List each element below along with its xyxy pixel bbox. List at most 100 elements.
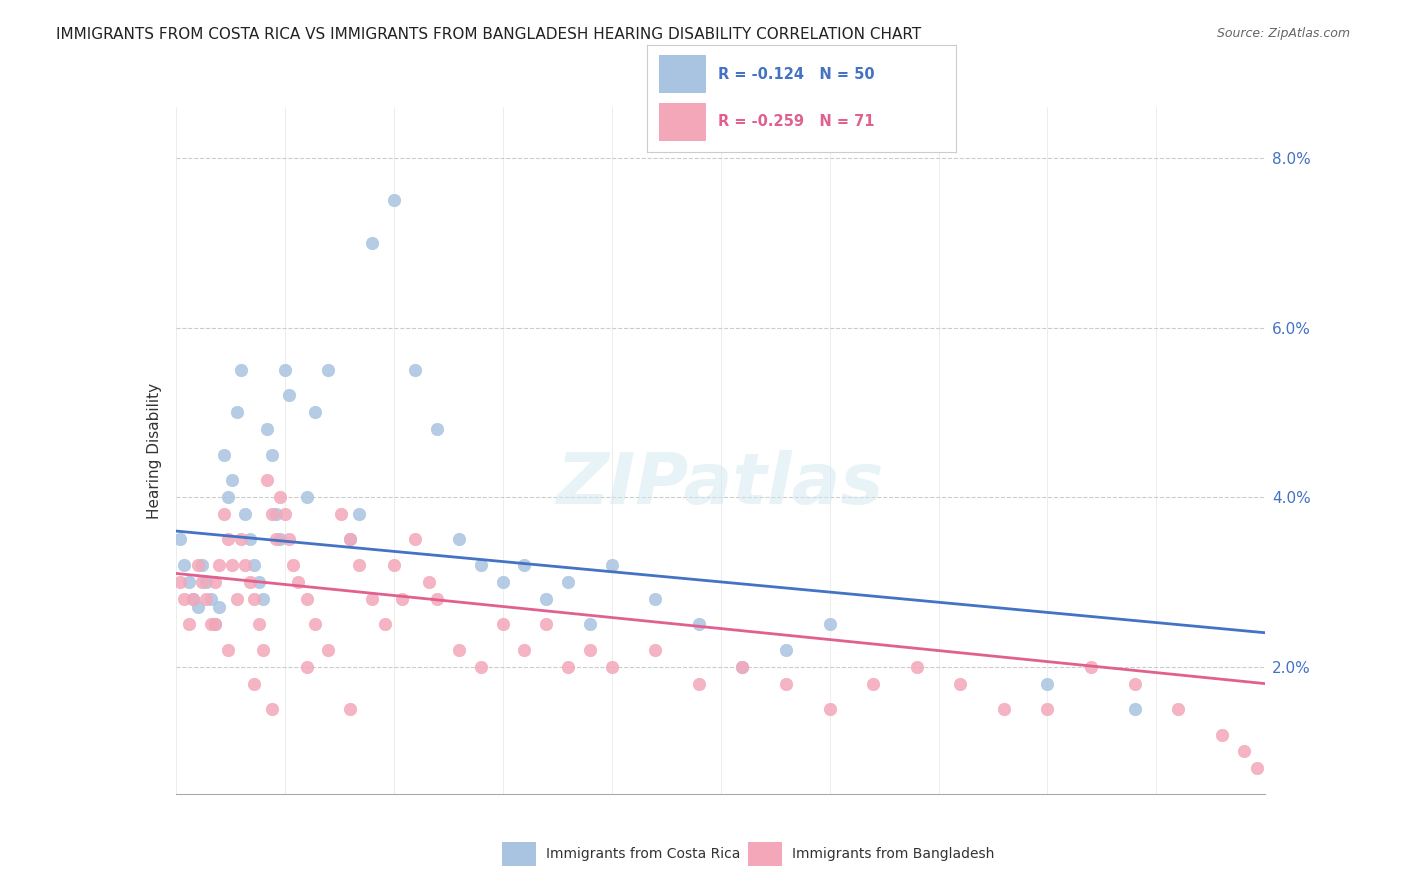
Point	[278, 533, 301, 547]
Text: R = -0.124   N = 50: R = -0.124 N = 50	[718, 67, 875, 82]
Point	[278, 388, 301, 402]
Point	[391, 591, 413, 606]
Point	[426, 422, 449, 436]
Y-axis label: Hearing Disability: Hearing Disability	[146, 383, 162, 518]
Point	[1167, 702, 1189, 716]
Point	[347, 558, 370, 572]
Point	[1123, 676, 1146, 690]
Point	[600, 558, 623, 572]
Point	[304, 405, 326, 419]
Point	[318, 363, 340, 377]
Point	[173, 591, 195, 606]
Text: Immigrants from Bangladesh: Immigrants from Bangladesh	[793, 847, 994, 861]
Point	[247, 617, 270, 632]
Point	[256, 473, 278, 487]
Point	[339, 702, 361, 716]
Text: Immigrants from Costa Rica: Immigrants from Costa Rica	[546, 847, 741, 861]
Point	[217, 490, 239, 504]
Point	[1080, 659, 1102, 673]
Point	[269, 533, 291, 547]
Point	[492, 617, 515, 632]
Text: ZIPatlas: ZIPatlas	[557, 450, 884, 519]
Point	[557, 659, 579, 673]
Point	[405, 363, 427, 377]
Point	[1036, 676, 1059, 690]
Point	[1246, 761, 1268, 775]
Point	[221, 558, 243, 572]
Point	[374, 617, 396, 632]
Point	[330, 507, 353, 521]
Point	[447, 533, 470, 547]
Point	[204, 617, 226, 632]
Point	[239, 574, 262, 589]
Point	[235, 558, 257, 572]
Point	[212, 448, 235, 462]
Point	[177, 574, 200, 589]
Point	[1211, 727, 1233, 741]
Point	[360, 235, 382, 250]
Point	[818, 702, 841, 716]
Point	[260, 702, 283, 716]
Point	[243, 558, 266, 572]
Point	[252, 642, 274, 657]
Point	[579, 642, 602, 657]
Point	[169, 574, 191, 589]
Point	[318, 642, 340, 657]
Point	[264, 533, 287, 547]
Point	[688, 676, 710, 690]
Point	[513, 558, 536, 572]
Point	[579, 617, 602, 632]
Point	[447, 642, 470, 657]
Point	[534, 591, 557, 606]
Point	[217, 642, 239, 657]
Point	[287, 574, 309, 589]
Point	[274, 363, 297, 377]
Point	[775, 642, 797, 657]
Point	[731, 659, 754, 673]
Point	[256, 422, 278, 436]
Point	[186, 558, 209, 572]
Point	[382, 194, 405, 208]
Bar	[659, 103, 706, 141]
Point	[169, 533, 191, 547]
Point	[195, 591, 218, 606]
Point	[818, 617, 841, 632]
Point	[181, 591, 204, 606]
Point	[905, 659, 928, 673]
Point	[644, 591, 666, 606]
Text: R = -0.259   N = 71: R = -0.259 N = 71	[718, 114, 875, 129]
Point	[426, 591, 449, 606]
Point	[347, 507, 370, 521]
Point	[557, 574, 579, 589]
Point	[204, 617, 226, 632]
Point	[269, 490, 291, 504]
Point	[243, 591, 266, 606]
Point	[243, 676, 266, 690]
Point	[225, 591, 247, 606]
Bar	[659, 55, 706, 93]
Point	[235, 507, 257, 521]
Point	[191, 558, 214, 572]
Point	[1036, 702, 1059, 716]
Point	[283, 558, 305, 572]
Point	[274, 507, 297, 521]
Point	[200, 617, 222, 632]
Point	[339, 533, 361, 547]
Text: Source: ZipAtlas.com: Source: ZipAtlas.com	[1216, 27, 1350, 40]
Point	[239, 533, 262, 547]
Point	[304, 617, 326, 632]
Point	[775, 676, 797, 690]
Point	[993, 702, 1015, 716]
Point	[534, 617, 557, 632]
Point	[252, 591, 274, 606]
Point	[295, 490, 318, 504]
Point	[470, 558, 492, 572]
Point	[212, 507, 235, 521]
Point	[360, 591, 382, 606]
Point	[200, 591, 222, 606]
Point	[492, 574, 515, 589]
Point	[217, 533, 239, 547]
Point	[731, 659, 754, 673]
Point	[260, 448, 283, 462]
Text: IMMIGRANTS FROM COSTA RICA VS IMMIGRANTS FROM BANGLADESH HEARING DISABILITY CORR: IMMIGRANTS FROM COSTA RICA VS IMMIGRANTS…	[56, 27, 921, 42]
